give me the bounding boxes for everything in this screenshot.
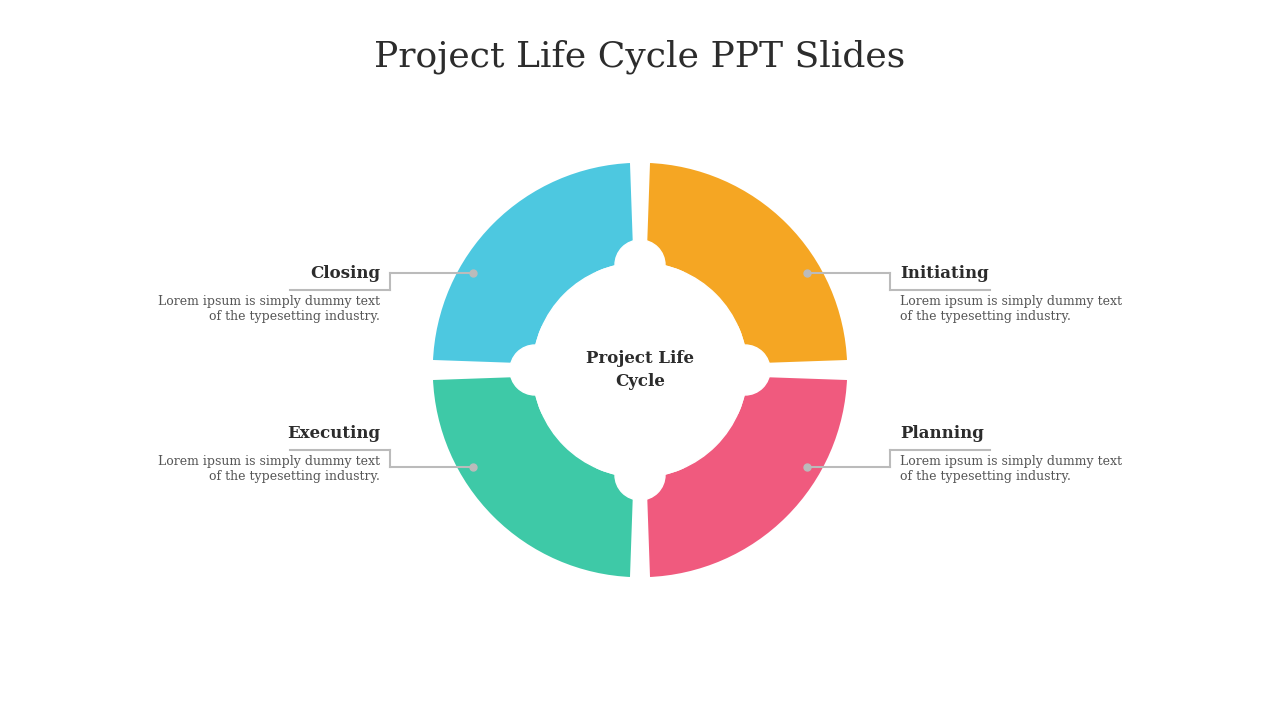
- Wedge shape: [430, 374, 636, 580]
- Circle shape: [676, 258, 753, 334]
- Wedge shape: [644, 160, 850, 366]
- Circle shape: [614, 240, 666, 290]
- Text: Lorem ipsum is simply dummy text
of the typesetting industry.: Lorem ipsum is simply dummy text of the …: [157, 295, 380, 323]
- Text: Executing: Executing: [287, 425, 380, 442]
- Circle shape: [558, 288, 722, 452]
- Text: Lorem ipsum is simply dummy text
of the typesetting industry.: Lorem ipsum is simply dummy text of the …: [157, 455, 380, 483]
- Wedge shape: [430, 160, 636, 366]
- Text: Initiating: Initiating: [900, 265, 988, 282]
- Wedge shape: [644, 374, 850, 580]
- Text: 4: 4: [539, 265, 558, 292]
- Text: Project Life Cycle PPT Slides: Project Life Cycle PPT Slides: [374, 40, 906, 74]
- Text: 3: 3: [539, 448, 558, 474]
- Text: Lorem ipsum is simply dummy text
of the typesetting industry.: Lorem ipsum is simply dummy text of the …: [900, 455, 1123, 483]
- Circle shape: [532, 263, 748, 477]
- Text: Lorem ipsum is simply dummy text
of the typesetting industry.: Lorem ipsum is simply dummy text of the …: [900, 295, 1123, 323]
- Circle shape: [614, 450, 666, 500]
- Text: 2: 2: [722, 448, 741, 474]
- Circle shape: [719, 345, 771, 395]
- Text: Project Life
Cycle: Project Life Cycle: [586, 350, 694, 390]
- Circle shape: [509, 345, 561, 395]
- Text: 1: 1: [722, 265, 741, 292]
- Circle shape: [527, 406, 604, 482]
- Circle shape: [676, 406, 753, 482]
- Circle shape: [527, 258, 604, 334]
- Text: Planning: Planning: [900, 425, 984, 442]
- Text: Closing: Closing: [310, 265, 380, 282]
